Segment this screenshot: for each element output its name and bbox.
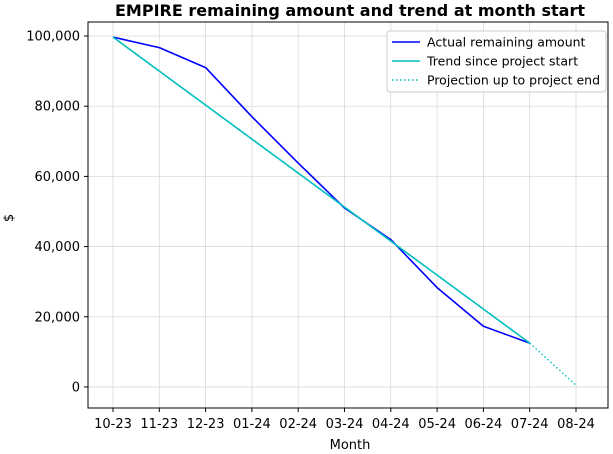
legend-label: Projection up to project end xyxy=(427,73,600,88)
legend-label: Trend since project start xyxy=(426,54,578,69)
x-tick-label: 04-24 xyxy=(372,417,410,432)
series-line-0 xyxy=(112,36,530,344)
x-tick-label: 01-24 xyxy=(233,417,271,432)
x-tick-label: 03-24 xyxy=(326,417,364,432)
y-tick-label: 80,000 xyxy=(35,100,81,115)
legend-label: Actual remaining amount xyxy=(427,35,586,50)
x-tick-label: 11-23 xyxy=(140,417,178,432)
x-tick-label: 12-23 xyxy=(187,417,225,432)
y-tick-label: 60,000 xyxy=(35,170,81,185)
x-tick-label: 05-24 xyxy=(418,417,456,432)
y-axis-label: $ xyxy=(2,214,17,222)
x-tick-label: 02-24 xyxy=(279,417,317,432)
y-tick-label: 100,000 xyxy=(26,30,80,45)
legend-box xyxy=(386,30,607,93)
x-tick-label: 07-24 xyxy=(511,417,549,432)
y-tick-label: 40,000 xyxy=(35,240,81,255)
y-tick-label: 20,000 xyxy=(35,310,81,325)
x-axis-ticks: 10-23 11-23 12-23 01-24 02-24 03-24 04-24 05-24… xyxy=(94,408,595,432)
x-axis-label: Month xyxy=(330,438,371,453)
series-layer xyxy=(112,36,577,386)
chart-title: EMPIRE remaining amount and trend at mon… xyxy=(115,1,585,20)
y-axis-ticks: 0 20,000 40,000 60,000 80,000 100,000 xyxy=(26,30,88,395)
series-line-1 xyxy=(112,36,531,344)
series-line-2 xyxy=(529,342,577,386)
x-tick-label: 06-24 xyxy=(465,417,503,432)
x-tick-label: 08-24 xyxy=(557,417,595,432)
plot-border xyxy=(87,21,609,409)
x-tick-label: 10-23 xyxy=(94,417,132,432)
legend: Actual remaining amount Trend since proje… xyxy=(386,30,607,93)
y-tick-label: 0 xyxy=(72,380,80,395)
